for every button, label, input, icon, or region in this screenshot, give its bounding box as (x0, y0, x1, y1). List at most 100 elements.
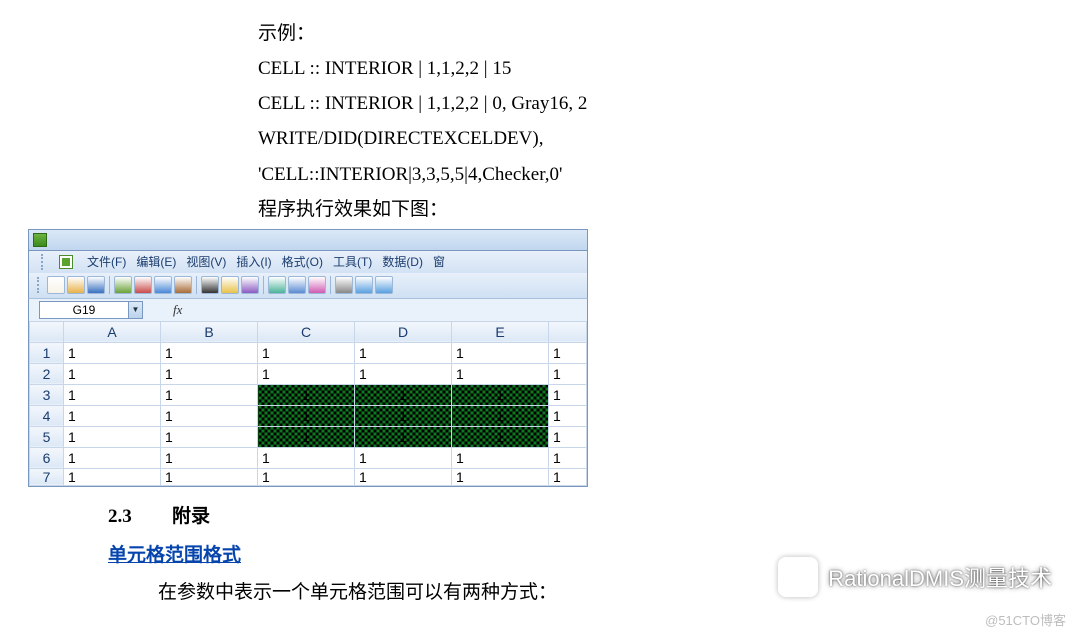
menu-file[interactable]: 文件(F) (87, 253, 126, 270)
cell-2-5[interactable]: 1 (549, 363, 587, 384)
menu-insert[interactable]: 插入(I) (236, 253, 271, 270)
row-header-2[interactable]: 2 (30, 363, 64, 384)
cell-7-0[interactable]: 1 (64, 468, 161, 485)
section-title: 附录 (172, 506, 210, 527)
menu-edit[interactable]: 编辑(E) (136, 253, 176, 270)
cell-6-1[interactable]: 1 (161, 447, 258, 468)
cell-5-4[interactable]: 1 (452, 426, 549, 447)
row-header-6[interactable]: 6 (30, 447, 64, 468)
toolbar-handle-icon (37, 277, 43, 293)
menu-tools[interactable]: 工具(T) (333, 253, 372, 270)
col-header-E[interactable]: E (452, 321, 549, 342)
section-heading: 2.3 附录 (108, 501, 1080, 528)
cell-3-5[interactable]: 1 (549, 384, 587, 405)
cell-2-4[interactable]: 1 (452, 363, 549, 384)
cell-4-1[interactable]: 1 (161, 405, 258, 426)
cell-5-3[interactable]: 1 (355, 426, 452, 447)
cell-7-4[interactable]: 1 (452, 468, 549, 485)
cell-7-5[interactable]: 1 (549, 468, 587, 485)
cell-7-2[interactable]: 1 (258, 468, 355, 485)
cell-2-3[interactable]: 1 (355, 363, 452, 384)
worksheet-icon (59, 255, 73, 269)
code-example-label: 示例： (258, 16, 830, 51)
cell-1-5[interactable]: 1 (549, 342, 587, 363)
toolbar-button-4[interactable] (134, 276, 152, 294)
toolbar-button-10[interactable] (268, 276, 286, 294)
toolbar-button-13[interactable] (335, 276, 353, 294)
cell-6-2[interactable]: 1 (258, 447, 355, 468)
cell-1-4[interactable]: 1 (452, 342, 549, 363)
row-header-1[interactable]: 1 (30, 342, 64, 363)
select-all-corner[interactable] (30, 321, 64, 342)
cell-7-1[interactable]: 1 (161, 468, 258, 485)
cell-6-0[interactable]: 1 (64, 447, 161, 468)
toolbar-button-14[interactable] (355, 276, 373, 294)
col-header-A[interactable]: A (64, 321, 161, 342)
toolbar-button-15[interactable] (375, 276, 393, 294)
watermark: RationalDMIS测量技术 (778, 557, 1052, 597)
menu-window[interactable]: 窗 (433, 253, 445, 270)
cell-3-4[interactable]: 1 (452, 384, 549, 405)
toolbar-button-1[interactable] (67, 276, 85, 294)
cell-4-5[interactable]: 1 (549, 405, 587, 426)
cell-5-0[interactable]: 1 (64, 426, 161, 447)
menu-handle-icon (41, 254, 47, 270)
cell-4-0[interactable]: 1 (64, 405, 161, 426)
cell-1-0[interactable]: 1 (64, 342, 161, 363)
cell-5-1[interactable]: 1 (161, 426, 258, 447)
cell-2-1[interactable]: 1 (161, 363, 258, 384)
excel-screenshot: 文件(F) 编辑(E) 视图(V) 插入(I) 格式(O) 工具(T) 数据(D… (28, 229, 588, 487)
cell-4-3[interactable]: 1 (355, 405, 452, 426)
toolbar-separator (196, 276, 197, 294)
toolbar-button-9[interactable] (241, 276, 259, 294)
cell-5-2[interactable]: 1 (258, 426, 355, 447)
excel-formula-bar: G19 ▼ fx (28, 299, 588, 321)
row-header-4[interactable]: 4 (30, 405, 64, 426)
excel-menu-bar: 文件(F) 编辑(E) 视图(V) 插入(I) 格式(O) 工具(T) 数据(D… (28, 251, 588, 273)
col-header-D[interactable]: D (355, 321, 452, 342)
toolbar-separator (263, 276, 264, 294)
cell-6-5[interactable]: 1 (549, 447, 587, 468)
cell-3-3[interactable]: 1 (355, 384, 452, 405)
cell-7-3[interactable]: 1 (355, 468, 452, 485)
name-box[interactable]: G19 (39, 301, 129, 319)
menu-data[interactable]: 数据(D) (382, 253, 423, 270)
cell-2-0[interactable]: 1 (64, 363, 161, 384)
toolbar-button-2[interactable] (87, 276, 105, 294)
fx-label[interactable]: fx (173, 302, 182, 318)
toolbar-separator (109, 276, 110, 294)
col-header-partial[interactable] (549, 321, 587, 342)
cell-2-2[interactable]: 1 (258, 363, 355, 384)
code-line-1: CELL :: INTERIOR | 1,1,2,2 | 15 (258, 51, 830, 86)
name-box-dropdown-icon[interactable]: ▼ (129, 301, 143, 319)
menu-format[interactable]: 格式(O) (282, 253, 323, 270)
cell-6-4[interactable]: 1 (452, 447, 549, 468)
result-label: 程序执行效果如下图： (258, 192, 830, 227)
col-header-C[interactable]: C (258, 321, 355, 342)
cell-1-1[interactable]: 1 (161, 342, 258, 363)
cell-3-0[interactable]: 1 (64, 384, 161, 405)
toolbar-button-0[interactable] (47, 276, 65, 294)
row-header-3[interactable]: 3 (30, 384, 64, 405)
toolbar-button-6[interactable] (174, 276, 192, 294)
col-header-B[interactable]: B (161, 321, 258, 342)
toolbar-button-7[interactable] (201, 276, 219, 294)
toolbar-button-3[interactable] (114, 276, 132, 294)
menu-view[interactable]: 视图(V) (186, 253, 226, 270)
toolbar-button-5[interactable] (154, 276, 172, 294)
toolbar-button-8[interactable] (221, 276, 239, 294)
cell-1-2[interactable]: 1 (258, 342, 355, 363)
cell-3-1[interactable]: 1 (161, 384, 258, 405)
cell-1-3[interactable]: 1 (355, 342, 452, 363)
document-content: 示例： CELL :: INTERIOR | 1,1,2,2 | 15 CELL… (0, 0, 830, 487)
cell-4-4[interactable]: 1 (452, 405, 549, 426)
toolbar-button-11[interactable] (288, 276, 306, 294)
row-header-5[interactable]: 5 (30, 426, 64, 447)
cell-5-5[interactable]: 1 (549, 426, 587, 447)
watermark-text: RationalDMIS测量技术 (828, 561, 1052, 593)
cell-4-2[interactable]: 1 (258, 405, 355, 426)
row-header-7[interactable]: 7 (30, 468, 64, 485)
toolbar-button-12[interactable] (308, 276, 326, 294)
cell-6-3[interactable]: 1 (355, 447, 452, 468)
cell-3-2[interactable]: 1 (258, 384, 355, 405)
